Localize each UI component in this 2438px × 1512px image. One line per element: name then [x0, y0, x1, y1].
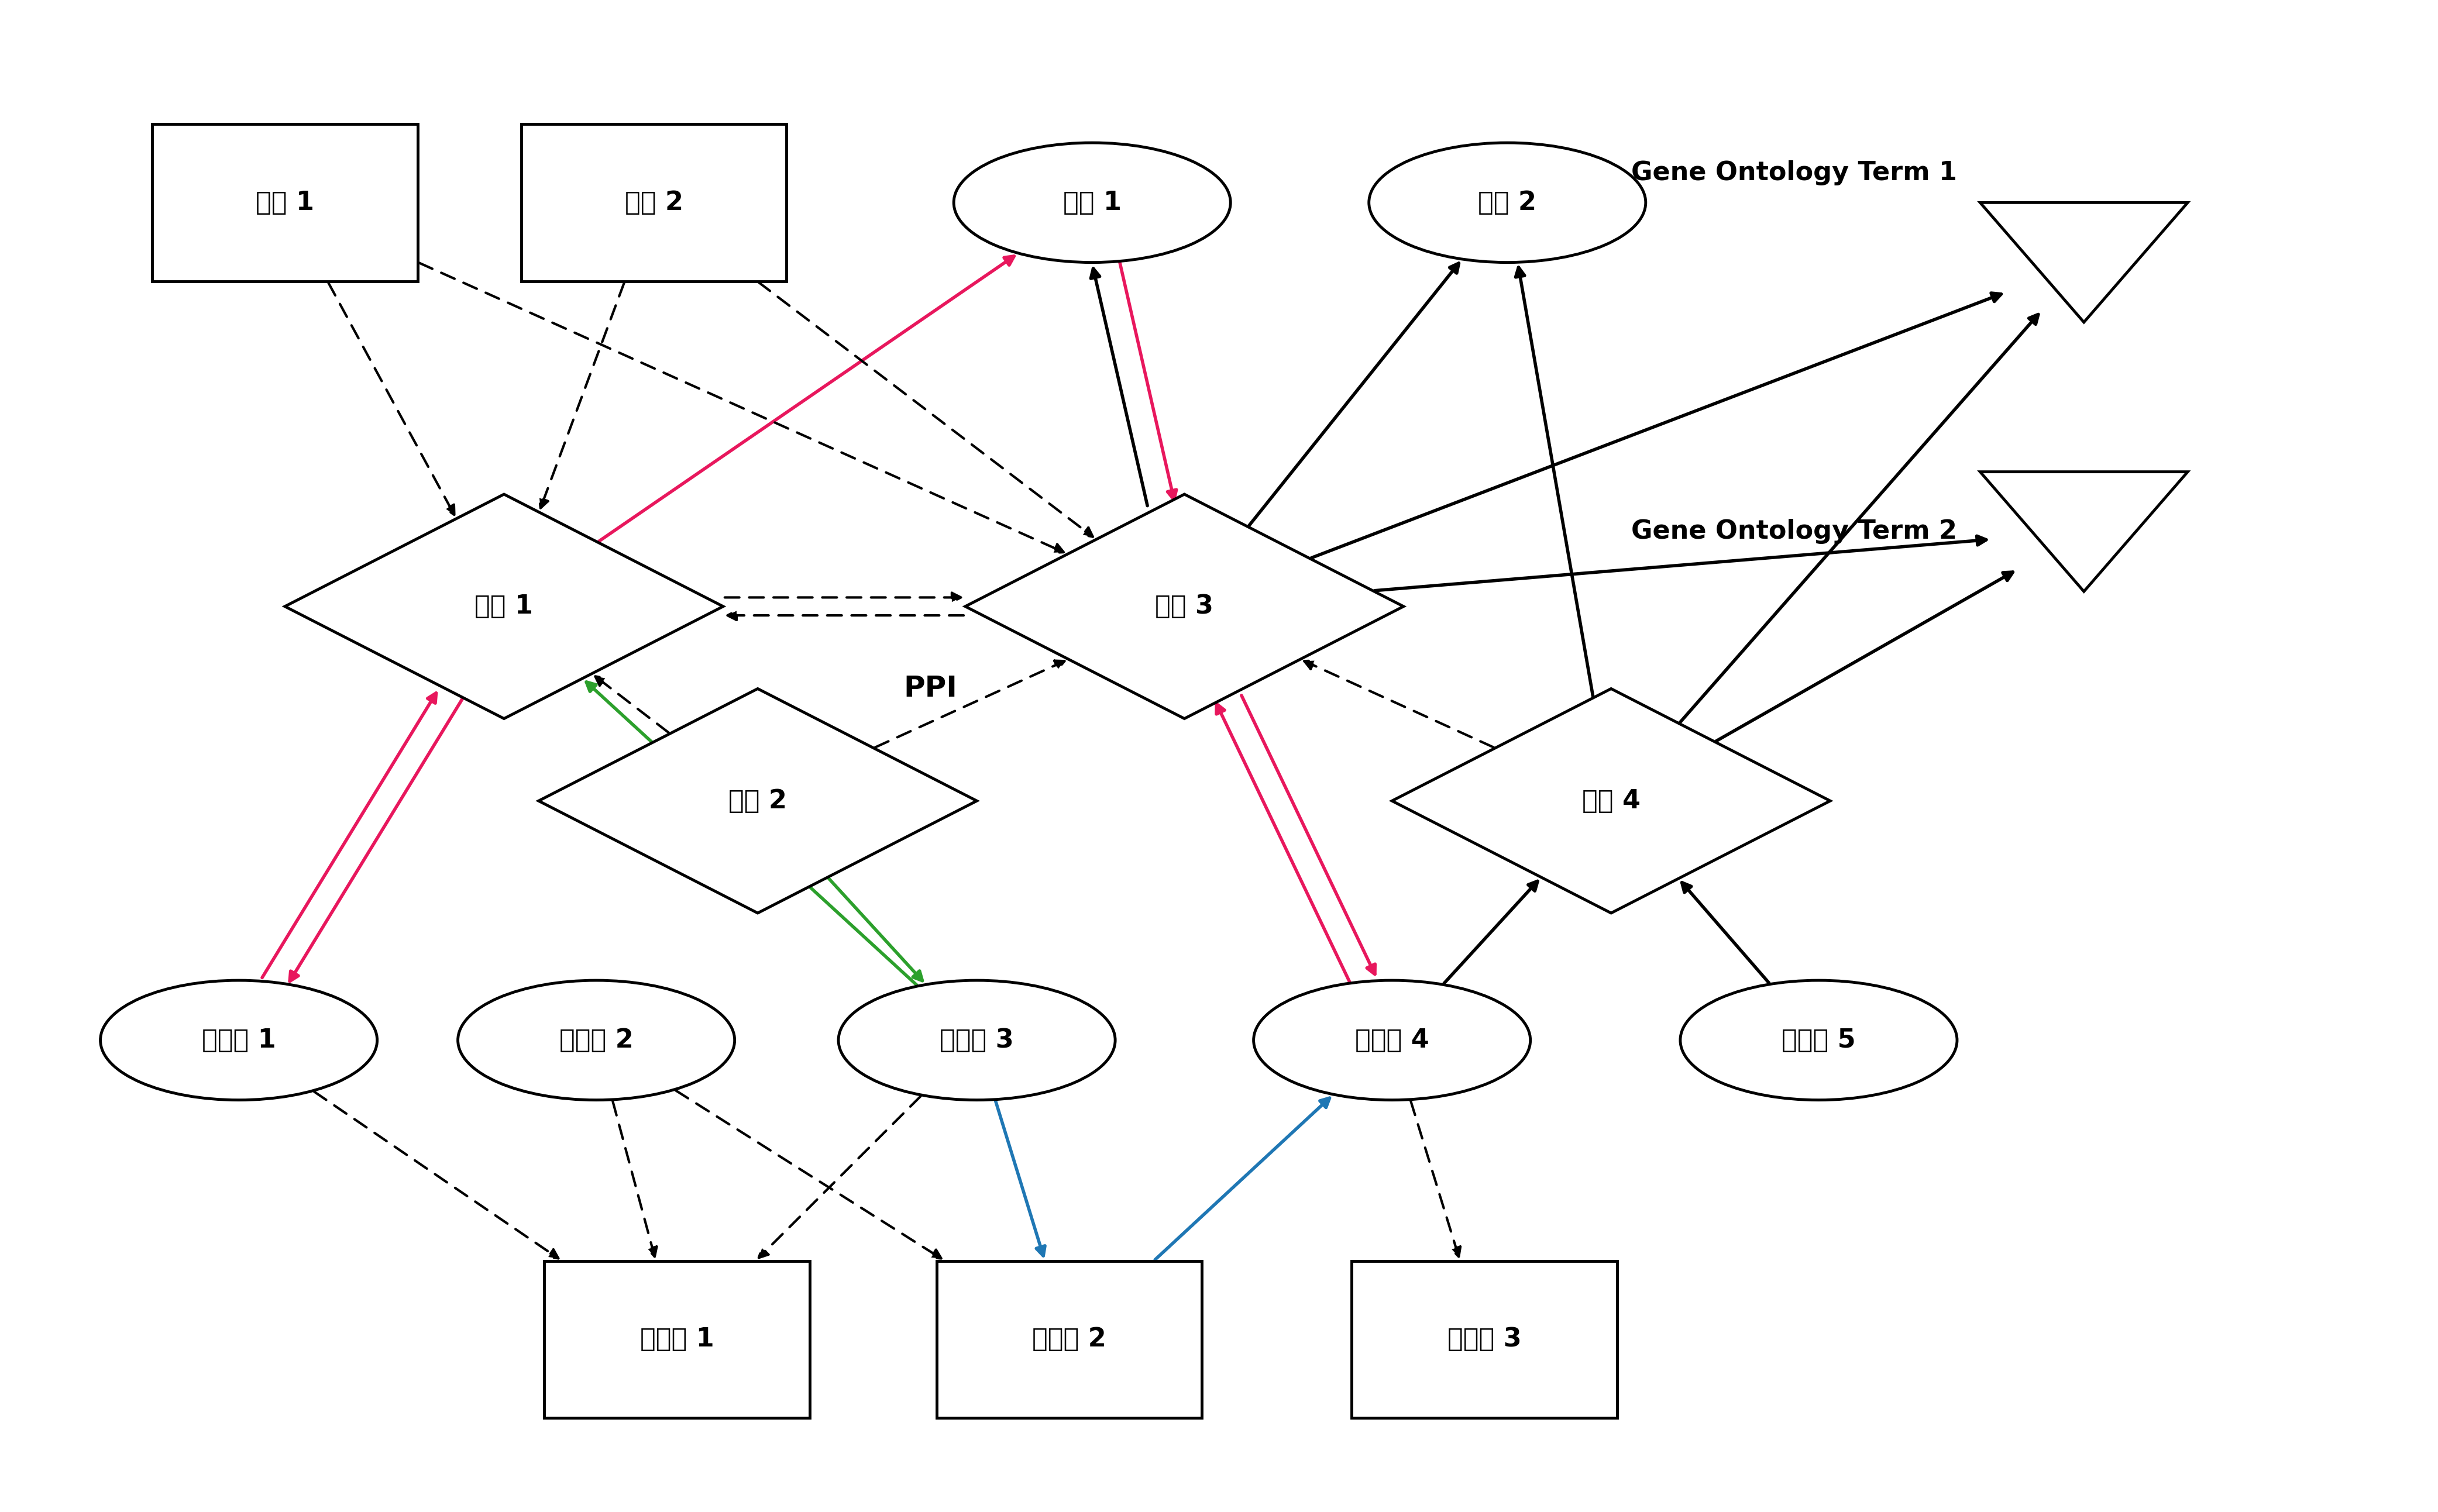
Bar [544, 1261, 809, 1418]
Ellipse shape [1368, 142, 1646, 263]
Text: 組織 1: 組織 1 [256, 191, 315, 215]
Ellipse shape [839, 980, 1114, 1101]
Text: 基因 2: 基因 2 [729, 788, 787, 813]
Ellipse shape [1253, 980, 1531, 1101]
Ellipse shape [100, 980, 378, 1101]
Bar [1351, 1261, 1616, 1418]
Text: 副作用 3: 副作用 3 [1448, 1326, 1521, 1352]
Text: 化合物 5: 化合物 5 [1782, 1028, 1855, 1052]
Text: 化合物 3: 化合物 3 [939, 1028, 1014, 1052]
Text: 化合物 4: 化合物 4 [1356, 1028, 1429, 1052]
Bar [151, 124, 417, 281]
Text: 組織 2: 組織 2 [624, 191, 683, 215]
Text: 基因 1: 基因 1 [475, 594, 534, 618]
Ellipse shape [953, 142, 1231, 263]
Text: 基因 3: 基因 3 [1156, 594, 1214, 618]
Text: 通道 2: 通道 2 [1477, 191, 1536, 215]
Polygon shape [285, 494, 724, 718]
Text: Gene Ontology Term 1: Gene Ontology Term 1 [1631, 160, 1958, 186]
Text: Gene Ontology Term 2: Gene Ontology Term 2 [1631, 519, 1958, 544]
Text: 化合物 1: 化合物 1 [202, 1028, 275, 1052]
Text: 副作用 1: 副作用 1 [639, 1326, 714, 1352]
Bar [936, 1261, 1202, 1418]
Polygon shape [1980, 472, 2187, 591]
Polygon shape [1980, 203, 2187, 322]
Text: 副作用 2: 副作用 2 [1031, 1326, 1107, 1352]
Ellipse shape [458, 980, 734, 1101]
Bar [522, 124, 787, 281]
Polygon shape [965, 494, 1404, 718]
Polygon shape [539, 688, 978, 913]
Text: 基因 4: 基因 4 [1582, 788, 1641, 813]
Text: 化合物 2: 化合物 2 [558, 1028, 634, 1052]
Ellipse shape [1680, 980, 1958, 1101]
Text: 通道 1: 通道 1 [1063, 191, 1121, 215]
Text: PPI: PPI [904, 674, 958, 703]
Polygon shape [1392, 688, 1831, 913]
